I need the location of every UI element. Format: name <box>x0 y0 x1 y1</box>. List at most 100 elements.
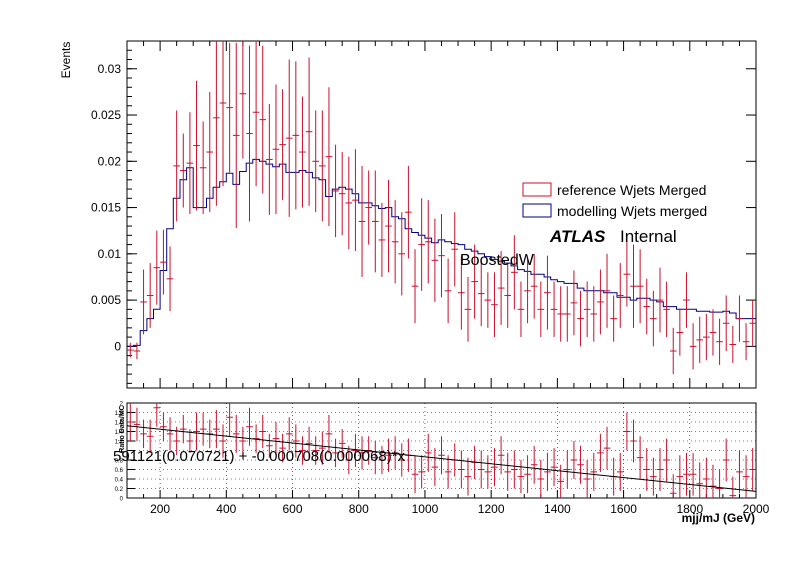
ratio-y-tick-label: 1 <box>120 449 124 455</box>
reference-data-point <box>709 309 717 356</box>
reference-data-point <box>484 272 492 328</box>
reference-data-point <box>590 286 598 342</box>
ratio-data-point <box>345 445 353 475</box>
reference-data-point <box>524 258 531 324</box>
ratio-y-tick-label: 1.4 <box>115 430 124 436</box>
reference-data-point <box>272 84 280 215</box>
ratio-data-point <box>292 424 300 458</box>
ratio-data-point <box>524 455 531 494</box>
reference-data-point <box>722 295 730 351</box>
reference-data-point <box>292 61 300 210</box>
legend-label-modelling: modelling Wjets merged <box>557 203 707 219</box>
ratio-data-point <box>226 403 233 437</box>
ratio-data-point <box>173 426 180 456</box>
legend: reference Wjets Merged modelling Wjets m… <box>522 182 707 219</box>
main-y-tick-label: 0.005 <box>91 293 121 307</box>
reference-data-point <box>312 110 320 213</box>
reference-data-point <box>643 278 651 335</box>
ratio-data-point <box>669 474 677 498</box>
ratio-data-point <box>590 452 598 491</box>
reference-data-point <box>345 156 353 250</box>
ratio-data-point <box>722 438 730 482</box>
ratio-y-tick-label: 1.6 <box>115 421 124 427</box>
ratio-data-point <box>742 455 750 498</box>
ratio-x-tick-label: 1600 <box>610 502 637 516</box>
reference-data-point <box>669 327 677 375</box>
reference-data-point <box>497 251 505 326</box>
ratio-data-point <box>444 455 452 489</box>
ratio-data-point <box>133 407 141 441</box>
reference-data-point <box>504 263 512 328</box>
reference-data-point <box>239 41 247 159</box>
ratio-data-point <box>676 455 684 498</box>
ratio-data-point <box>623 412 631 451</box>
reference-data-point <box>166 246 174 312</box>
reference-data-point <box>451 212 459 287</box>
ratio-data-point <box>630 419 637 463</box>
ratio-x-tick-label: 2000 <box>743 502 770 516</box>
reference-data-point <box>133 342 141 360</box>
fit-result-label: 591121(0.070721) + -0.000708(0.000068)*x <box>113 448 406 465</box>
reference-data-point <box>206 91 214 213</box>
ratio-x-tick-label: 600 <box>283 502 303 516</box>
ratio-data-point <box>239 426 247 456</box>
ratio-data-point <box>716 469 723 498</box>
ratio-x-tick-label: 1800 <box>676 502 703 516</box>
ratio-data-point <box>199 412 207 446</box>
ratio-data-point <box>464 457 472 496</box>
ratio-data-point <box>424 433 432 472</box>
reference-data-point <box>186 112 194 215</box>
reference-data-point <box>663 281 670 338</box>
ratio-data-point <box>537 460 545 498</box>
ratio-data-point <box>504 452 512 491</box>
reference-data-point <box>246 45 253 222</box>
ratio-x-tick-label: 1200 <box>478 502 505 516</box>
ratio-y-tick-label: 0.6 <box>115 468 124 474</box>
ratio-x-tick-label: 1400 <box>544 502 571 516</box>
ratio-data-point <box>603 426 611 470</box>
reference-data-point <box>550 281 558 338</box>
reference-data-point <box>623 241 631 307</box>
ratio-y-tick-label: 0.8 <box>115 459 124 465</box>
reference-data-point <box>511 235 518 310</box>
reference-data-point <box>544 255 551 330</box>
ratio-data-point <box>597 433 604 472</box>
ratio-data-point <box>729 476 737 498</box>
reference-data-point <box>352 149 359 252</box>
ratio-data-point <box>219 424 227 458</box>
reference-data-point <box>338 152 346 236</box>
ratio-data-point <box>385 438 392 472</box>
ratio-data-point <box>153 403 161 427</box>
main-y-tick-label: 0.015 <box>91 201 121 215</box>
reference-data-point <box>424 200 432 284</box>
reference-data-point <box>703 313 710 361</box>
reference-data-point <box>563 286 571 342</box>
main-y-tick-label: 0.03 <box>98 62 122 76</box>
ratio-y-tick-label: 1.8 <box>115 411 124 417</box>
reference-data-point <box>226 42 233 173</box>
ratio-data-point <box>477 450 485 489</box>
ratio-data-point <box>186 429 194 453</box>
ratio-y-tick-label: 1.2 <box>115 440 124 446</box>
reference-data-point <box>266 103 273 215</box>
reference-data-point <box>689 323 697 370</box>
reference-data-point <box>398 212 406 296</box>
reference-data-point <box>332 144 339 238</box>
ratio-data-point <box>193 412 200 451</box>
ratio-data-point <box>491 448 498 487</box>
reference-data-point <box>583 281 591 338</box>
ratio-data-point <box>160 412 167 441</box>
reference-data-point <box>371 170 379 273</box>
ratio-data-point <box>511 450 518 489</box>
ratio-x-tick-label: 200 <box>150 502 170 516</box>
reference-data-point <box>471 244 478 319</box>
reference-data-point <box>179 133 187 208</box>
reference-data-point <box>219 41 227 187</box>
ratio-data-point <box>305 426 313 460</box>
reference-data-point <box>391 200 399 284</box>
reference-data-point <box>140 269 147 335</box>
ratio-x-tick-label: 400 <box>216 502 236 516</box>
ratio-data-point <box>709 464 717 498</box>
legend-swatch-modelling <box>522 203 552 218</box>
ratio-data-point <box>398 443 406 477</box>
